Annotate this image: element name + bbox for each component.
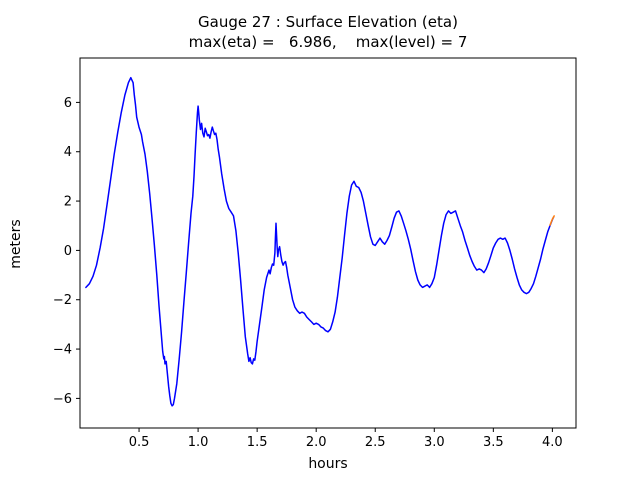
y-tick-label: −2 — [53, 293, 72, 308]
x-tick-label: 1.0 — [188, 435, 209, 450]
y-tick-label: 6 — [64, 96, 72, 111]
axes-box — [79, 57, 577, 429]
x-tick-label: 2.0 — [306, 435, 327, 450]
y-tick-label: 2 — [64, 195, 72, 210]
y-tick-label: 4 — [64, 145, 72, 160]
x-tick-label: 4.0 — [542, 435, 563, 450]
y-tick-label: 0 — [64, 244, 72, 259]
x-axis-label: hours — [308, 456, 348, 472]
x-tick-label: 1.5 — [247, 435, 268, 450]
x-tick-label: 0.5 — [129, 435, 150, 450]
chart-title: Gauge 27 : Surface Elevation (eta) — [198, 13, 458, 31]
x-tick-label: 2.5 — [365, 435, 386, 450]
x-tick-label: 3.0 — [424, 435, 445, 450]
y-tick-label: −4 — [53, 343, 72, 358]
chart-subtitle: max(eta) = 6.986, max(level) = 7 — [188, 33, 468, 51]
y-tick-label: −6 — [53, 392, 72, 407]
eta-line — [85, 76, 555, 407]
level-line — [549, 215, 555, 226]
x-tick-label: 3.5 — [483, 435, 504, 450]
